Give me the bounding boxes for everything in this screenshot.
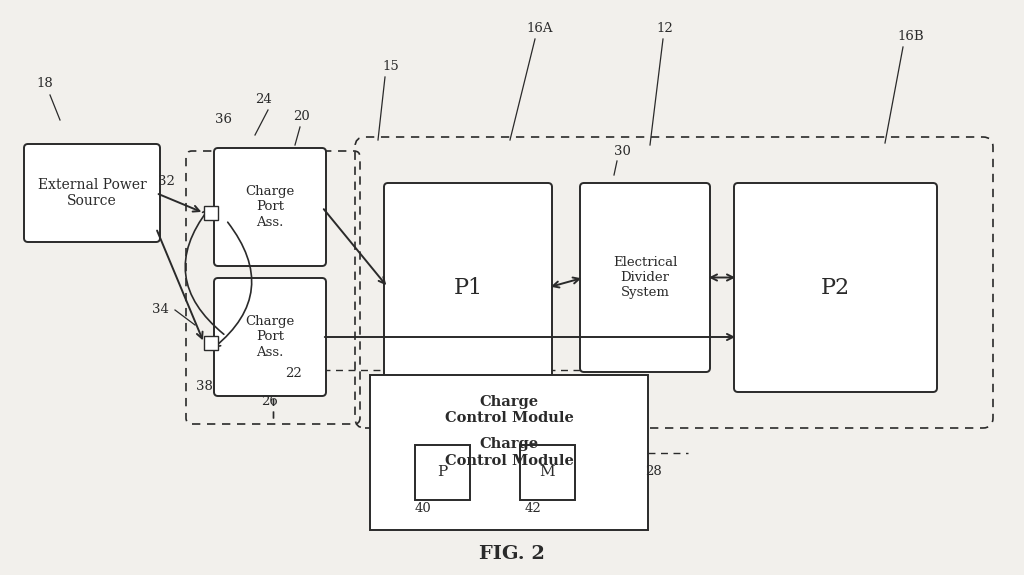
FancyBboxPatch shape [580, 183, 710, 372]
Text: 15: 15 [382, 60, 398, 73]
Text: 16B: 16B [897, 30, 924, 43]
Text: External Power
Source: External Power Source [38, 178, 146, 208]
FancyBboxPatch shape [734, 183, 937, 392]
Text: 32: 32 [158, 175, 175, 188]
FancyBboxPatch shape [214, 278, 326, 396]
Bar [204, 336, 218, 350]
Text: 16A: 16A [526, 22, 553, 35]
Text: 36: 36 [215, 113, 232, 126]
Text: 12: 12 [656, 22, 673, 35]
Text: 22: 22 [285, 367, 302, 380]
Text: 30: 30 [614, 145, 631, 158]
Text: Charge
Control Module: Charge Control Module [444, 438, 573, 467]
Text: Charge
Control Module: Charge Control Module [444, 395, 573, 425]
Text: 38: 38 [196, 380, 213, 393]
FancyBboxPatch shape [384, 183, 552, 392]
FancyBboxPatch shape [370, 375, 648, 530]
FancyBboxPatch shape [24, 144, 160, 242]
Text: Charge
Port
Ass.: Charge Port Ass. [246, 316, 295, 358]
Text: Charge
Port
Ass.: Charge Port Ass. [246, 186, 295, 228]
Text: 28: 28 [645, 465, 662, 478]
Text: 26: 26 [261, 395, 278, 408]
Text: 24: 24 [255, 93, 271, 106]
Text: P1: P1 [454, 277, 482, 298]
Text: 40: 40 [415, 502, 432, 515]
Text: P: P [437, 466, 447, 480]
Text: 18: 18 [36, 77, 53, 90]
FancyBboxPatch shape [520, 445, 575, 500]
Text: 20: 20 [293, 110, 309, 123]
Text: 34: 34 [152, 303, 169, 316]
Text: FIG. 2: FIG. 2 [479, 545, 545, 563]
FancyBboxPatch shape [415, 445, 470, 500]
Text: P2: P2 [821, 277, 850, 298]
Bar [204, 206, 218, 220]
Text: 42: 42 [525, 502, 542, 515]
Text: Electrical
Divider
System: Electrical Divider System [612, 256, 677, 299]
FancyBboxPatch shape [214, 148, 326, 266]
Text: M: M [540, 466, 555, 480]
